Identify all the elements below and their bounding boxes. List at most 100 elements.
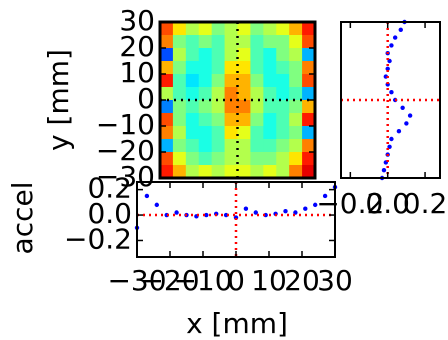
heatmap-cell bbox=[250, 22, 264, 36]
heatmap-cell bbox=[211, 100, 226, 114]
heatmap-cell bbox=[263, 48, 277, 62]
heatmap-cell bbox=[224, 100, 239, 114]
heatmap-cell bbox=[289, 165, 303, 179]
heatmap-cell bbox=[185, 48, 200, 62]
heatmap-cell bbox=[250, 61, 264, 75]
y-tick-label: −0.2 bbox=[64, 222, 132, 255]
heatmap-cell bbox=[211, 87, 226, 101]
heatmap-cell bbox=[198, 87, 213, 101]
heatmap-cell bbox=[160, 35, 174, 49]
heatmap-cell bbox=[160, 165, 174, 179]
heatmap-cell bbox=[237, 100, 252, 114]
heatmap-cell bbox=[172, 35, 187, 49]
heatmap-cell bbox=[211, 48, 226, 62]
heatmap-cell bbox=[276, 87, 290, 101]
x-tick-label: 0.0 bbox=[365, 187, 410, 220]
heatmap-cell bbox=[198, 126, 213, 140]
heatmap-cell bbox=[263, 126, 277, 140]
heatmap-cell bbox=[172, 152, 187, 166]
heatmap-cell bbox=[250, 152, 264, 166]
heatmap-cell bbox=[250, 35, 264, 49]
point bbox=[253, 210, 258, 215]
point bbox=[389, 43, 394, 48]
heatmap-cell bbox=[211, 35, 226, 49]
heatmap-cell bbox=[237, 74, 252, 88]
y-tick-label: −20 bbox=[96, 134, 155, 167]
y-tick-label: 30 bbox=[119, 4, 155, 37]
heatmap-cell bbox=[185, 35, 200, 49]
point bbox=[407, 113, 413, 118]
heatmap-cell bbox=[172, 48, 187, 62]
heatmap-cell bbox=[224, 48, 239, 62]
heatmap-cell bbox=[250, 165, 264, 179]
heatmap-cell bbox=[160, 100, 174, 114]
heatmap-cell bbox=[224, 74, 239, 88]
heatmap-cell bbox=[263, 113, 277, 127]
point bbox=[293, 210, 298, 215]
point bbox=[387, 144, 392, 149]
heatmap-cell bbox=[224, 126, 239, 140]
heatmap-cell bbox=[289, 61, 303, 75]
heatmap-cell bbox=[302, 87, 316, 101]
heatmap-cell bbox=[237, 126, 252, 140]
heatmap-cell bbox=[237, 165, 252, 179]
y-tick-label: −30 bbox=[96, 160, 155, 193]
heatmap-cell bbox=[224, 22, 239, 36]
heatmap-cell bbox=[276, 139, 290, 153]
heatmap-cell bbox=[185, 61, 200, 75]
heatmap-cell bbox=[160, 74, 174, 88]
heatmap-cell bbox=[237, 87, 252, 101]
heatmap-cell bbox=[172, 126, 187, 140]
heatmap-cell bbox=[276, 165, 290, 179]
heatmap-cell bbox=[289, 22, 303, 36]
heatmap-cell bbox=[263, 139, 277, 153]
heatmap-cell bbox=[250, 126, 264, 140]
point bbox=[174, 210, 179, 215]
x-tick-label: −20 bbox=[140, 264, 199, 297]
heatmap-cell bbox=[185, 152, 200, 166]
heatmap-cell bbox=[263, 152, 277, 166]
heatmap-cell bbox=[289, 87, 303, 101]
heatmap-cell bbox=[224, 35, 239, 49]
heatmap-cell bbox=[224, 61, 239, 75]
point bbox=[381, 168, 387, 173]
heatmap-cell bbox=[211, 113, 226, 127]
heatmap-cell bbox=[160, 87, 174, 101]
heatmap-cell bbox=[250, 48, 264, 62]
heatmap-cell bbox=[237, 61, 252, 75]
heatmap-cell bbox=[276, 22, 290, 36]
heatmap-cell bbox=[302, 74, 316, 88]
heatmap-cell bbox=[211, 139, 226, 153]
heatmap-cell bbox=[289, 48, 303, 62]
heatmap-cell bbox=[198, 100, 213, 114]
heatmap-cell bbox=[302, 126, 316, 140]
heatmap-cell bbox=[237, 113, 252, 127]
point bbox=[389, 90, 394, 95]
heatmap-cell bbox=[250, 100, 264, 114]
heatmap-cell bbox=[224, 152, 239, 166]
heatmap-cell bbox=[198, 22, 213, 36]
axes-frame bbox=[340, 21, 441, 179]
x-tick-label: 20 bbox=[284, 264, 320, 297]
point bbox=[322, 193, 328, 199]
heatmap-cell bbox=[185, 87, 200, 101]
x-tick-label: −30 bbox=[107, 264, 166, 297]
heatmap-cell bbox=[276, 126, 290, 140]
heatmap-cell bbox=[302, 61, 316, 75]
heatmap-cell bbox=[172, 100, 187, 114]
x-tick-label: 30 bbox=[317, 264, 353, 297]
heatmap-cell bbox=[237, 35, 252, 49]
point bbox=[154, 202, 159, 208]
point bbox=[303, 206, 308, 211]
heatmap-cell bbox=[289, 74, 303, 88]
heatmap-cell bbox=[198, 48, 213, 62]
heatmap-cell bbox=[302, 48, 316, 62]
heatmap-cell bbox=[276, 74, 290, 88]
heatmap-cell bbox=[160, 126, 174, 140]
heatmap-cell bbox=[263, 61, 277, 75]
heatmap-cell bbox=[263, 100, 277, 114]
heatmap-cell bbox=[237, 139, 252, 153]
x-tick-label: 0.2 bbox=[403, 187, 448, 220]
y-axis-label: y [mm] bbox=[42, 49, 75, 151]
